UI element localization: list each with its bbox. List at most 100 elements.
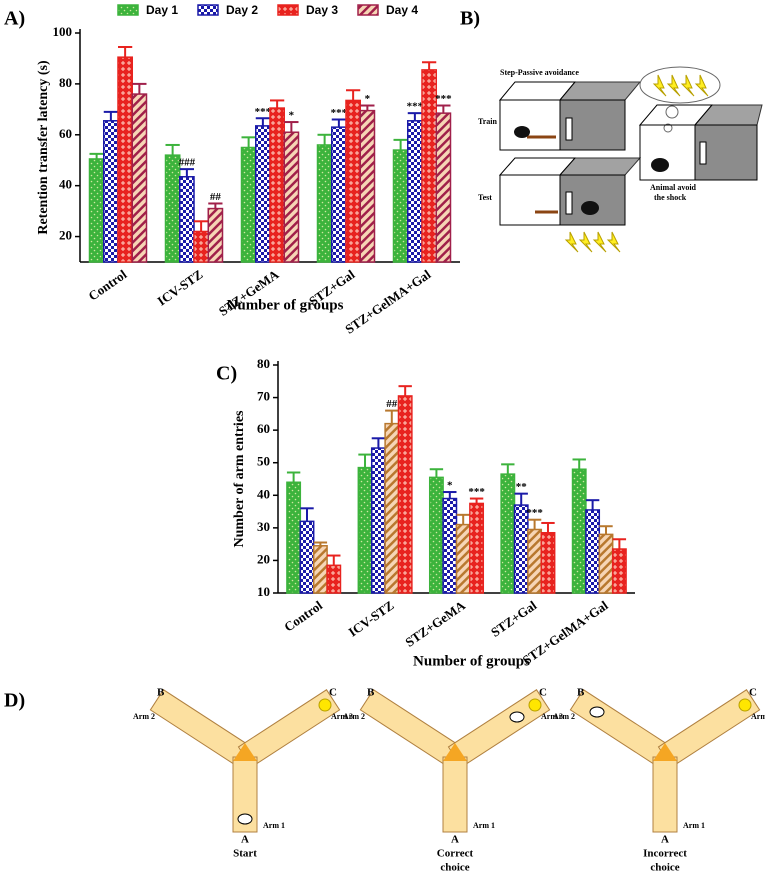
maze-label: Arm 2 [133,712,155,721]
error-bar [118,45,133,58]
error-bar [286,471,301,483]
y-tick-label: 60 [59,126,72,141]
bar [527,528,543,594]
maze-label: B [367,687,375,699]
x-tick-label: ICV-STZ [346,597,397,639]
bar [384,422,400,594]
x-axis-title: Number of groups [413,653,530,669]
bar [312,545,328,594]
bar [598,533,614,594]
error-bar [194,220,209,232]
y-tick-label: 30 [257,519,270,534]
y-tick-label: 20 [59,228,72,243]
error-bar [422,61,437,70]
y-maze [569,689,761,833]
maze-label: Arm 1 [683,821,705,830]
bar [435,112,452,263]
y-tick-label: 80 [59,75,72,90]
error-bar [514,492,528,506]
error-bar [89,152,104,159]
bar [407,120,423,263]
step-passive-diagram [498,66,763,253]
legend-swatch [277,4,299,16]
diagram-title: Step-Passive avoidance [500,68,579,77]
significance-label: ### [179,157,196,169]
x-axis-title: Number of groups [227,297,344,313]
error-bar [360,104,375,111]
panel-label: D) [4,690,25,712]
bar [164,154,181,263]
legend-label: Day 3 [306,3,338,17]
diagram-note: Animal avoid [650,183,697,192]
error-bar [346,89,361,101]
error-bar [317,133,332,145]
bar [345,99,361,263]
bar [240,146,257,263]
bar [117,56,133,263]
error-bar [443,491,457,499]
maze-caption: Correct [437,848,474,860]
y-tick-label: 60 [257,421,270,436]
maze-caption: Incorrect [643,848,687,860]
bar [131,93,148,263]
error-bar [456,513,470,525]
bar [269,107,285,263]
error-bar [398,385,412,396]
error-bar [179,168,194,177]
legend-swatch [197,4,219,16]
error-bar [284,121,299,133]
bar [326,564,342,594]
legend-label: Day 1 [146,3,178,17]
error-bar [327,554,341,566]
x-tick-label: Control [86,266,130,303]
y-tick-label: 100 [53,24,73,39]
bar [585,509,601,594]
error-bar [527,518,542,530]
y-tick-label: 40 [257,486,270,501]
error-bar [585,499,600,510]
maze-label: Arm 1 [263,821,285,830]
bar [207,207,224,263]
panel-label: C) [216,363,237,385]
x-tick-label: Control [281,597,325,634]
x-tick-label: ICV-STZ [154,266,205,308]
significance-label: ## [386,398,398,410]
x-tick-label: STZ+Gal [488,597,540,639]
significance-label: *** [407,101,424,113]
bar [359,109,376,263]
panel-label: B) [460,8,480,30]
maze-label: Arm 2 [343,712,365,721]
diagram-note: the shock [654,193,687,202]
error-bar [371,437,386,449]
bar [370,447,386,594]
y-tick-label: 40 [59,177,72,192]
y-axis-title: Number of arm entries [232,410,247,548]
maze-label: A [241,834,249,846]
maze-caption: choice [650,862,679,874]
bar [421,69,437,263]
bar [299,520,315,594]
significance-label: * [289,110,295,122]
significance-label: *** [526,507,543,519]
bar [442,497,458,594]
y-tick-label: 20 [257,551,270,566]
diagram-label: Test [478,193,492,202]
bar [357,466,373,594]
maze-label: B [157,687,165,699]
y-tick-label: 10 [257,584,270,599]
y-axis-title: Retention transfer latency (s) [36,60,51,235]
y-maze [149,689,341,833]
maze-label: A [661,834,669,846]
bar [255,125,271,263]
error-bar [599,525,613,535]
error-bar [541,521,555,533]
bar [540,531,556,594]
significance-label: ** [516,481,528,493]
error-bar [165,143,180,156]
bar [611,548,627,594]
significance-label: *** [468,486,485,498]
bar [179,176,195,263]
error-bar [436,104,451,114]
diagram-label: Train [478,117,498,126]
maze-caption: Start [233,848,257,860]
